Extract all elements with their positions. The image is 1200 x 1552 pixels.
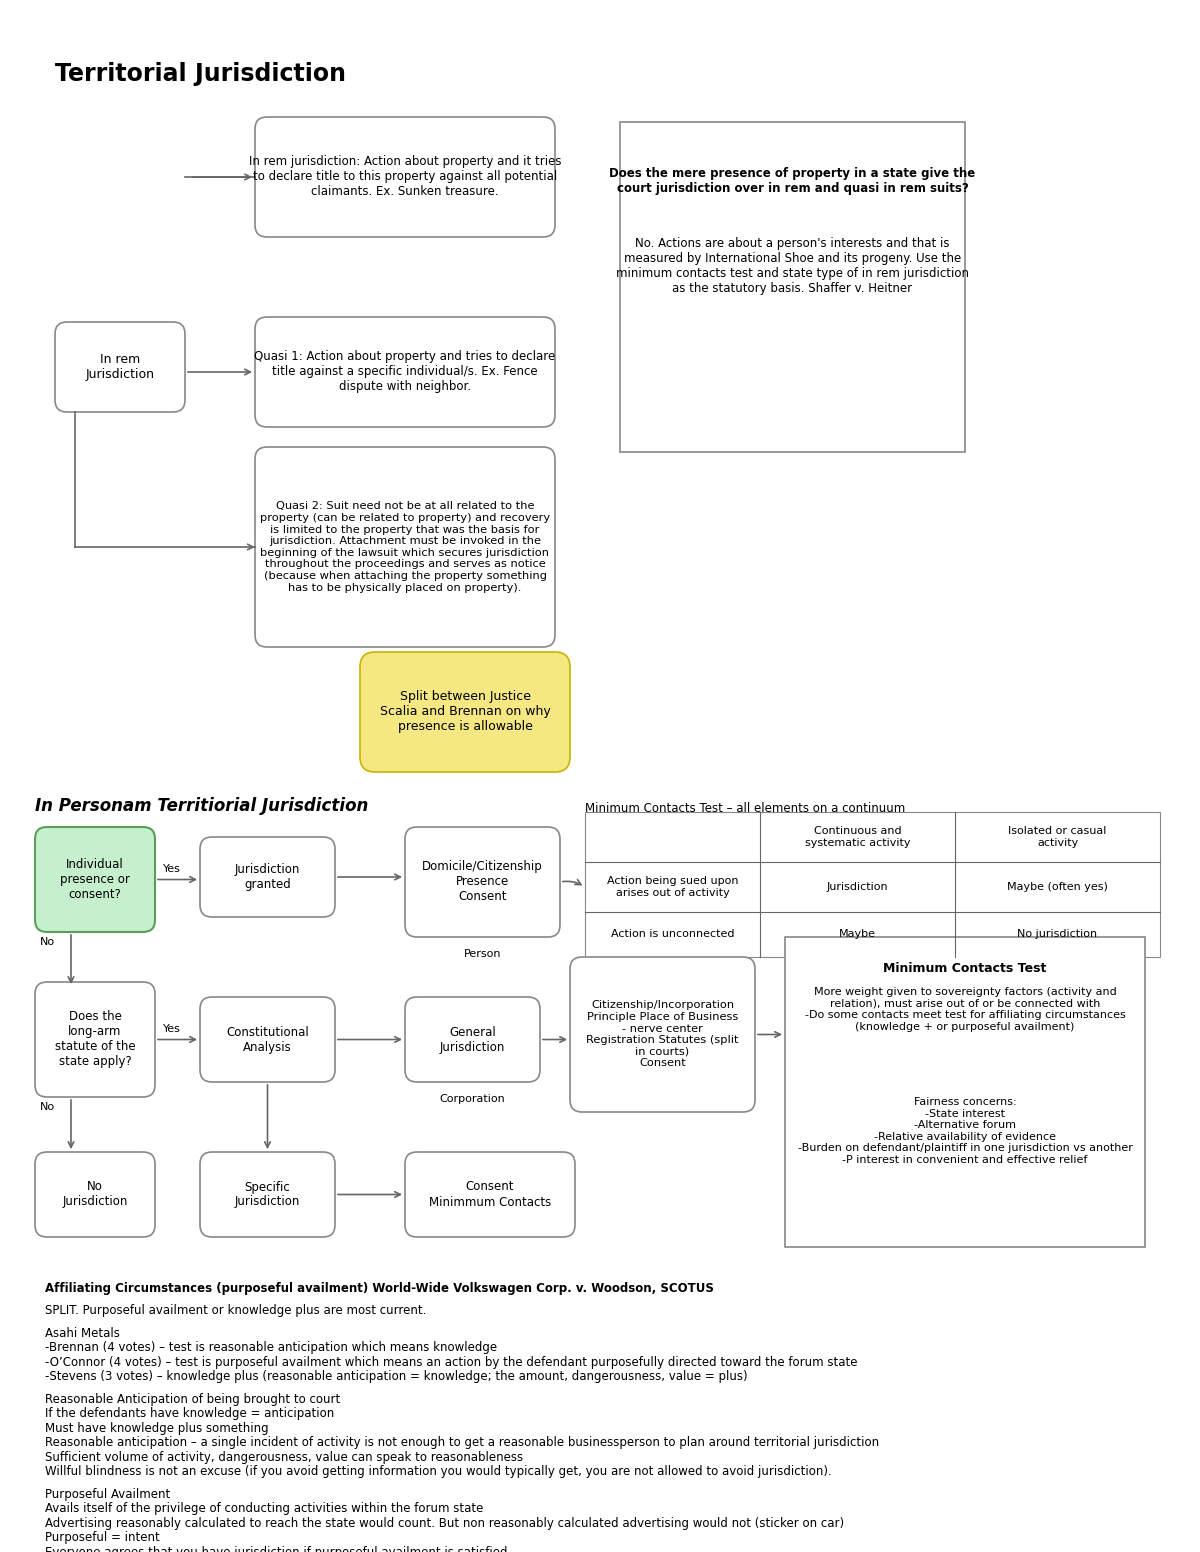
Text: Minimum Contacts Test: Minimum Contacts Test [883,962,1046,975]
FancyBboxPatch shape [406,827,560,937]
Text: Avails itself of the privilege of conducting activities within the forum state: Avails itself of the privilege of conduc… [46,1502,484,1515]
Text: -O’Connor (4 votes) – test is purposeful availment which means an action by the : -O’Connor (4 votes) – test is purposeful… [46,1356,858,1369]
Text: Constitutional
Analysis: Constitutional Analysis [226,1026,308,1054]
Text: Maybe (often yes): Maybe (often yes) [1007,882,1108,892]
Text: In rem jurisdiction: Action about property and it tries
to declare title to this: In rem jurisdiction: Action about proper… [248,155,562,199]
Text: If the defendants have knowledge = anticipation: If the defendants have knowledge = antic… [46,1408,335,1420]
Text: Quasi 1: Action about property and tries to declare
title against a specific ind: Quasi 1: Action about property and tries… [254,351,556,394]
Text: No: No [40,937,55,947]
Text: Isolated or casual
activity: Isolated or casual activity [1008,826,1106,847]
Text: Yes: Yes [163,864,181,874]
FancyBboxPatch shape [406,996,540,1082]
Text: Action being sued upon
arises out of activity: Action being sued upon arises out of act… [607,877,738,897]
Text: No
Jurisdiction: No Jurisdiction [62,1181,127,1209]
Bar [620,123,965,452]
FancyBboxPatch shape [254,447,554,647]
Text: Maybe: Maybe [839,930,876,939]
Text: Affiliating Circumstances (purposeful availment) World-Wide Volkswagen Corp. v. : Affiliating Circumstances (purposeful av… [46,1282,714,1294]
Text: Split between Justice
Scalia and Brennan on why
presence is allowable: Split between Justice Scalia and Brennan… [379,691,551,734]
FancyBboxPatch shape [35,982,155,1097]
Text: Specific
Jurisdiction: Specific Jurisdiction [235,1181,300,1209]
Text: Quasi 2: Suit need not be at all related to the
property (can be related to prop: Quasi 2: Suit need not be at all related… [260,501,550,593]
Text: No jurisdiction: No jurisdiction [1018,930,1098,939]
Text: Must have knowledge plus something: Must have knowledge plus something [46,1422,269,1436]
FancyBboxPatch shape [200,996,335,1082]
Text: In rem
Jurisdiction: In rem Jurisdiction [85,352,155,380]
Text: Continuous and
systematic activity: Continuous and systematic activity [805,826,911,847]
Text: Reasonable anticipation – a single incident of activity is not enough to get a r: Reasonable anticipation – a single incid… [46,1437,880,1450]
Text: Individual
presence or
consent?: Individual presence or consent? [60,858,130,902]
Text: Reasonable Anticipation of being brought to court: Reasonable Anticipation of being brought… [46,1394,341,1406]
Text: Person: Person [463,948,502,959]
Text: Willful blindness is not an excuse (if you avoid getting information you would t: Willful blindness is not an excuse (if y… [46,1465,832,1479]
FancyBboxPatch shape [200,1152,335,1237]
Text: In Personam Territiorial Jurisdiction: In Personam Territiorial Jurisdiction [35,798,368,815]
Text: Sufficient volume of activity, dangerousness, value can speak to reasonableness: Sufficient volume of activity, dangerous… [46,1451,523,1464]
Text: Everyone agrees that you have jurisdiction if purposeful availment is satisfied: Everyone agrees that you have jurisdicti… [46,1546,508,1552]
FancyBboxPatch shape [254,116,554,237]
Text: Jurisdiction: Jurisdiction [827,882,888,892]
FancyBboxPatch shape [360,652,570,771]
Text: Territorial Jurisdiction: Territorial Jurisdiction [55,62,346,85]
FancyBboxPatch shape [35,1152,155,1237]
Text: More weight given to sovereignty factors (activity and
relation), must arise out: More weight given to sovereignty factors… [805,987,1126,1032]
Text: Does the
long-arm
statute of the
state apply?: Does the long-arm statute of the state a… [55,1010,136,1068]
Text: Yes: Yes [163,1024,181,1035]
Text: -Brennan (4 votes) – test is reasonable anticipation which means knowledge: -Brennan (4 votes) – test is reasonable … [46,1341,497,1355]
Text: No: No [40,1102,55,1111]
Text: Jurisdiction
granted: Jurisdiction granted [235,863,300,891]
Text: Citizenship/Incorporation
Principle Place of Business
- nerve center
Registratio: Citizenship/Incorporation Principle Plac… [587,1001,739,1068]
Text: Fairness concerns:
-State interest
-Alternative forum
-Relative availability of : Fairness concerns: -State interest -Alte… [798,1097,1133,1166]
Text: Minimum Contacts Test – all elements on a continuum: Minimum Contacts Test – all elements on … [586,802,905,815]
Text: Corporation: Corporation [439,1094,505,1103]
FancyBboxPatch shape [35,827,155,933]
Text: Advertising reasonably calculated to reach the state would count. But non reason: Advertising reasonably calculated to rea… [46,1516,844,1530]
Text: Domicile/Citizenship
Presence
Consent: Domicile/Citizenship Presence Consent [422,860,542,903]
Text: -Stevens (3 votes) – knowledge plus (reasonable anticipation = knowledge; the am: -Stevens (3 votes) – knowledge plus (rea… [46,1370,748,1383]
Text: SPLIT. Purposeful availment or knowledge plus are most current.: SPLIT. Purposeful availment or knowledge… [46,1305,426,1318]
Bar [785,937,1145,1246]
Text: No. Actions are about a person's interests and that is
measured by International: No. Actions are about a person's interes… [616,237,970,295]
Text: Consent
Minimmum Contacts: Consent Minimmum Contacts [428,1181,551,1209]
Bar [586,812,1160,958]
FancyBboxPatch shape [200,837,335,917]
Text: Asahi Metals: Asahi Metals [46,1327,120,1339]
FancyBboxPatch shape [55,321,185,411]
Text: Action is unconnected: Action is unconnected [611,930,734,939]
Text: Purposeful Availment: Purposeful Availment [46,1488,170,1501]
FancyBboxPatch shape [570,958,755,1111]
Text: General
Jurisdiction: General Jurisdiction [440,1026,505,1054]
FancyBboxPatch shape [406,1152,575,1237]
Text: Purposeful = intent: Purposeful = intent [46,1532,160,1544]
Text: Does the mere presence of property in a state give the
court jurisdiction over i: Does the mere presence of property in a … [610,168,976,196]
FancyBboxPatch shape [254,317,554,427]
